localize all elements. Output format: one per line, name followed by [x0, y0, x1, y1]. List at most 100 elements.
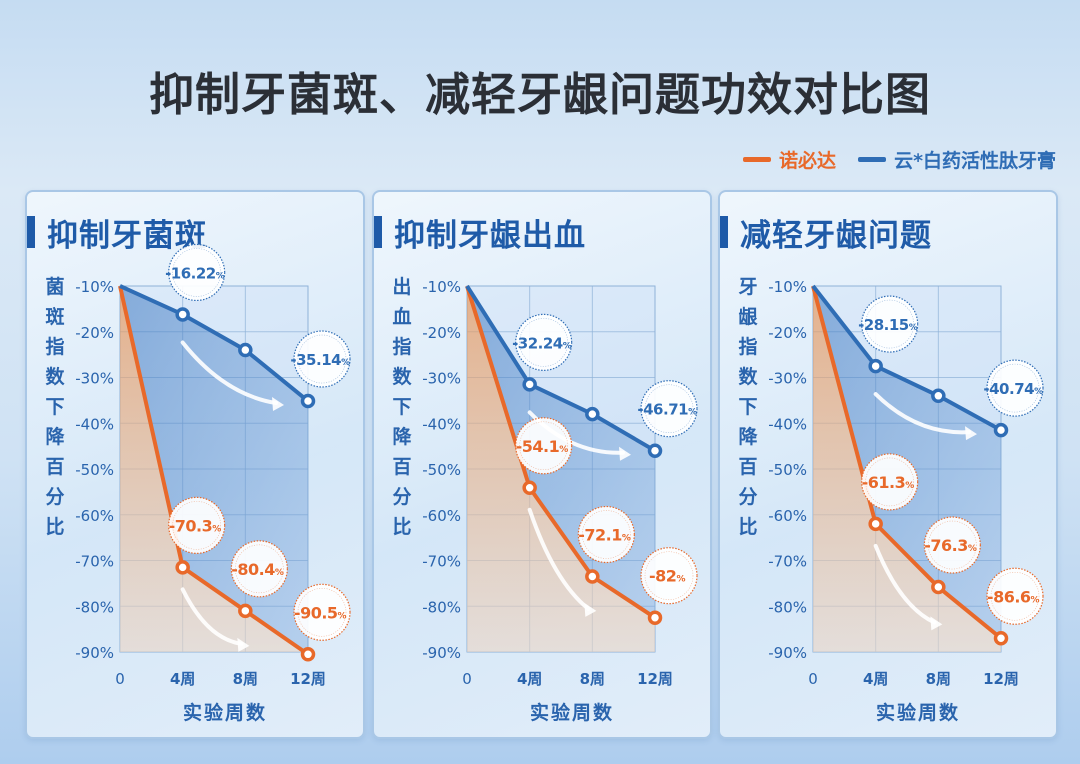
y-title-char: 菌 [45, 276, 65, 298]
value-badge: -54.1% [515, 417, 573, 475]
y-tick-label: -30% [768, 370, 807, 388]
x-tick-label: 12周 [637, 670, 673, 688]
y-title-char: 指 [392, 336, 412, 358]
data-point [931, 579, 946, 595]
value-badge: -16.22% [165, 243, 226, 302]
y-title-char: 下 [392, 396, 412, 418]
y-title-char: 比 [45, 516, 65, 538]
series-line [465, 284, 657, 453]
x-tick-label: 4周 [517, 670, 542, 688]
data-point [238, 603, 253, 619]
value-badge: -80.4% [230, 540, 288, 598]
value-badge: -72.1% [577, 505, 635, 564]
legend-label: 云*白药活性肽牙膏 [894, 150, 1056, 172]
y-title-char: 龈 [738, 306, 758, 328]
value-badge: -28.15% [858, 295, 919, 353]
value-badge: -82% [640, 547, 698, 605]
y-tick-label: -70% [768, 553, 807, 571]
x-tick-label: 12周 [290, 670, 326, 688]
legend: 诺必达 云*白药活性肽牙膏 [743, 146, 1056, 173]
y-title-char: 数 [738, 366, 758, 388]
data-point [175, 560, 190, 575]
y-title-char: 指 [45, 336, 65, 358]
panel-gum-bleeding: 抑制牙龈出血 出血指数下降百分比 -10% -20% -30% -40% -50% -60… [372, 190, 712, 739]
line-chart: -10% -20% -30% -40% -50% -60% -70% -80% -90%0 4周 8… [422, 278, 698, 688]
series-line [811, 285, 1003, 640]
legend-item-competitor: 云*白药活性肽牙膏 [858, 146, 1056, 173]
y-tick-label: -20% [768, 324, 807, 342]
y-title-char: 数 [45, 366, 65, 388]
panel-gum-problems: 减轻牙龈问题 牙龈指数下降百分比 -10% -20% -30% -40% -50% -60… [718, 190, 1058, 739]
y-title-char: 出 [392, 276, 412, 298]
legend-item-nuobida: 诺必达 [743, 146, 836, 173]
y-title-char: 分 [392, 486, 412, 508]
data-point [993, 422, 1009, 438]
value-badge: -46.71% [637, 380, 698, 438]
svg-text:-35.14%: -35.14% [290, 351, 350, 369]
data-point [300, 393, 316, 409]
y-title-char: 下 [45, 396, 65, 418]
y-title-char: 百 [738, 456, 758, 478]
x-tick-label: 4周 [170, 670, 195, 688]
y-tick-label: -30% [422, 370, 461, 388]
series-line [811, 284, 1002, 432]
x-tick-label: 4周 [863, 670, 888, 688]
data-point [585, 406, 600, 422]
y-axis-title: 出血指数下降百分比 [390, 272, 414, 542]
value-badge: -35.14% [290, 330, 351, 388]
y-tick-label: -40% [768, 415, 807, 433]
y-title-char: 血 [392, 306, 412, 328]
data-point [868, 516, 883, 532]
panel-title: 抑制牙龈出血 [374, 212, 586, 254]
y-tick-label: -80% [75, 598, 114, 616]
x-tick-label: 8周 [926, 670, 951, 688]
y-title-char: 比 [392, 516, 412, 538]
y-title-char: 分 [738, 486, 758, 508]
y-tick-label: -10% [75, 278, 114, 296]
y-tick-label: -10% [422, 278, 461, 296]
data-point [585, 569, 600, 584]
title-accent-bar [27, 216, 35, 248]
data-point [647, 610, 663, 625]
data-point [300, 647, 316, 662]
x-tick-label: 8周 [580, 670, 605, 688]
value-badge: -86.6% [986, 567, 1044, 625]
series-line [119, 284, 310, 403]
panel-title-text: 抑制牙菌斑 [47, 217, 207, 254]
trend-arrow-icon [527, 507, 591, 611]
y-title-char: 数 [392, 366, 412, 388]
svg-text:-46.71%: -46.71% [637, 401, 697, 419]
trend-arrow-icon [873, 392, 971, 435]
y-tick-label: -20% [422, 324, 461, 342]
data-point [647, 443, 663, 458]
y-title-char: 指 [738, 336, 758, 358]
x-axis-title: 实验周数 [182, 702, 267, 724]
legend-swatch-blue [858, 157, 887, 162]
panel-title: 减轻牙龈问题 [720, 212, 932, 254]
title-accent-bar [374, 216, 382, 248]
y-title-char: 降 [392, 426, 412, 448]
svg-text:-86.6%: -86.6% [987, 587, 1040, 606]
data-point [238, 342, 253, 358]
value-badge: -40.74% [983, 359, 1044, 417]
x-tick-label: 0 [462, 670, 472, 688]
data-point [993, 631, 1009, 646]
y-tick-label: -50% [75, 461, 114, 479]
value-badge: -90.5% [293, 583, 351, 641]
y-title-char: 比 [738, 516, 758, 538]
data-point [931, 388, 946, 404]
y-tick-label: -90% [422, 644, 461, 662]
svg-text:-70.3%: -70.3% [169, 516, 222, 535]
y-axis-title: 牙龈指数下降百分比 [736, 272, 760, 542]
y-tick-label: -60% [422, 507, 461, 525]
svg-text:-16.22%: -16.22% [165, 264, 225, 282]
y-tick-label: -70% [75, 553, 114, 571]
svg-text:-72.1%: -72.1% [578, 526, 631, 545]
x-axis-title: 实验周数 [875, 702, 960, 724]
svg-text:-32.24%: -32.24% [512, 334, 572, 352]
y-title-char: 分 [45, 486, 65, 508]
data-point [868, 358, 883, 374]
x-axis-title: 实验周数 [529, 702, 614, 724]
title-accent-bar [720, 216, 728, 248]
data-point [175, 307, 190, 322]
